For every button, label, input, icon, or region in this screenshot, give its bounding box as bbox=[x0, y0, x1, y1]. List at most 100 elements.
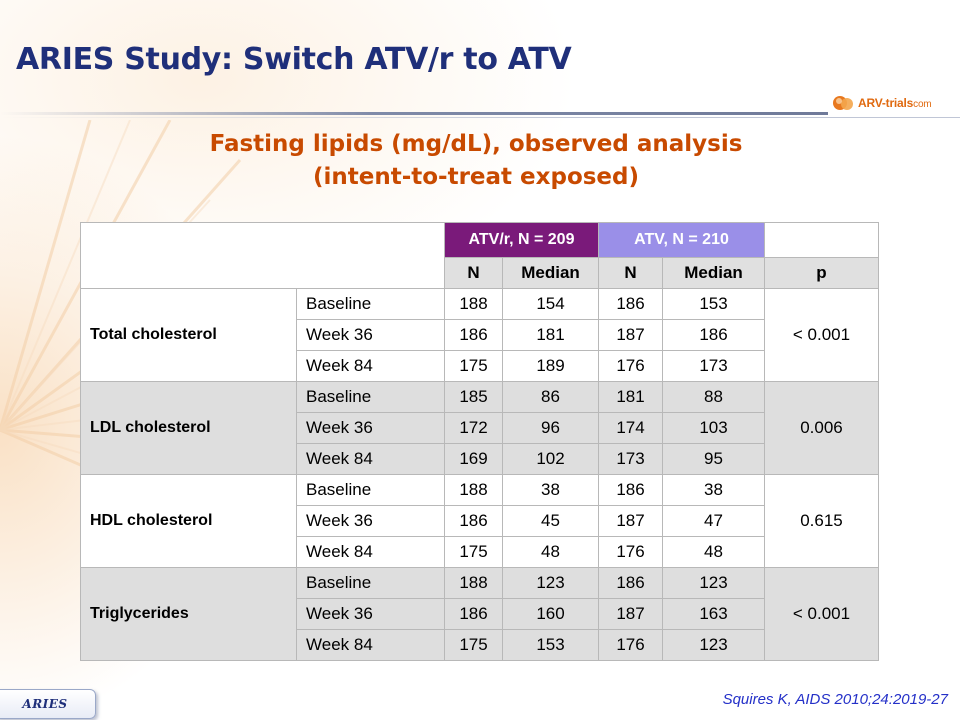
visit-cell: Baseline bbox=[296, 474, 445, 506]
logo-orb-icon bbox=[833, 96, 853, 110]
n-atvr-cell: 185 bbox=[444, 381, 503, 413]
median-atvr-cell: 181 bbox=[502, 319, 599, 351]
n-atv-cell: 173 bbox=[598, 443, 663, 475]
header-median-atvr: Median bbox=[502, 257, 599, 289]
table-caption: Fasting lipids (mg/dL), observed analysi… bbox=[0, 128, 952, 194]
table-row: HDL cholesterol Baseline 188 38 186 38 0… bbox=[80, 474, 879, 568]
n-atvr-cell: 175 bbox=[444, 629, 503, 661]
median-atv-cell: 38 bbox=[662, 474, 765, 506]
table-row: Week 84 175 48 176 48 bbox=[81, 536, 879, 568]
n-atv-cell: 187 bbox=[598, 319, 663, 351]
median-atv-cell: 163 bbox=[662, 598, 765, 630]
median-atvr-cell: 153 bbox=[502, 629, 599, 661]
title-divider bbox=[0, 112, 828, 115]
visit-cell: Week 36 bbox=[296, 412, 445, 444]
n-atvr-cell: 186 bbox=[444, 598, 503, 630]
n-atv-cell: 186 bbox=[598, 567, 663, 599]
n-atv-cell: 181 bbox=[598, 381, 663, 413]
group-label: LDL cholesterol bbox=[80, 381, 297, 475]
study-tab-label: ARIES bbox=[0, 689, 96, 719]
header-n-atv: N bbox=[598, 257, 663, 289]
median-atvr-cell: 96 bbox=[502, 412, 599, 444]
n-atv-cell: 174 bbox=[598, 412, 663, 444]
n-atvr-cell: 188 bbox=[444, 474, 503, 506]
header-n-atvr: N bbox=[444, 257, 503, 289]
table-row: Week 84 169 102 173 95 bbox=[81, 443, 879, 475]
group-label: Total cholesterol bbox=[80, 288, 297, 382]
table-row: LDL cholesterol Baseline 185 86 181 88 0… bbox=[80, 381, 879, 475]
median-atvr-cell: 123 bbox=[502, 567, 599, 599]
p-value-cell: < 0.001 bbox=[764, 288, 879, 382]
median-atv-cell: 153 bbox=[662, 288, 765, 320]
p-value-cell: < 0.001 bbox=[764, 567, 879, 661]
median-atvr-cell: 154 bbox=[502, 288, 599, 320]
logo-suffix: com bbox=[913, 99, 932, 110]
median-atv-cell: 123 bbox=[662, 629, 765, 661]
citation-reference: Squires K, AIDS 2010;24:2019-27 bbox=[722, 691, 948, 708]
table-row: Week 84 175 153 176 123 bbox=[81, 629, 879, 661]
n-atvr-cell: 169 bbox=[444, 443, 503, 475]
visit-cell: Week 84 bbox=[296, 629, 445, 661]
table-row: Total cholesterol Baseline 188 154 186 1… bbox=[80, 288, 879, 382]
title-divider-thin bbox=[0, 117, 960, 118]
median-atv-cell: 173 bbox=[662, 350, 765, 382]
table-row: Week 36 186 160 187 163 bbox=[81, 598, 879, 630]
visit-cell: Week 84 bbox=[296, 536, 445, 568]
p-value-cell: 0.006 bbox=[764, 381, 879, 475]
caption-line-1: Fasting lipids (mg/dL), observed analysi… bbox=[209, 131, 743, 157]
header-blank-cell bbox=[80, 222, 445, 289]
header-p-value: p bbox=[764, 257, 879, 289]
header-blank-p bbox=[764, 222, 879, 258]
p-value-cell: 0.615 bbox=[764, 474, 879, 568]
visit-cell: Week 84 bbox=[296, 350, 445, 382]
n-atv-cell: 186 bbox=[598, 474, 663, 506]
visit-cell: Baseline bbox=[296, 381, 445, 413]
arv-trials-logo: ARV-trialscom bbox=[832, 92, 932, 114]
n-atvr-cell: 172 bbox=[444, 412, 503, 444]
visit-cell: Week 36 bbox=[296, 598, 445, 630]
n-atv-cell: 176 bbox=[598, 536, 663, 568]
group-label: Triglycerides bbox=[80, 567, 297, 661]
n-atvr-cell: 188 bbox=[444, 288, 503, 320]
median-atvr-cell: 102 bbox=[502, 443, 599, 475]
n-atvr-cell: 175 bbox=[444, 536, 503, 568]
header-arm-atvr: ATV/r, N = 209 bbox=[444, 222, 599, 258]
table-row: Week 36 186 45 187 47 bbox=[81, 505, 879, 537]
median-atv-cell: 48 bbox=[662, 536, 765, 568]
median-atvr-cell: 189 bbox=[502, 350, 599, 382]
n-atvr-cell: 186 bbox=[444, 505, 503, 537]
n-atvr-cell: 186 bbox=[444, 319, 503, 351]
n-atvr-cell: 175 bbox=[444, 350, 503, 382]
n-atv-cell: 187 bbox=[598, 598, 663, 630]
visit-cell: Week 36 bbox=[296, 319, 445, 351]
n-atv-cell: 187 bbox=[598, 505, 663, 537]
visit-cell: Baseline bbox=[296, 288, 445, 320]
median-atvr-cell: 48 bbox=[502, 536, 599, 568]
median-atvr-cell: 86 bbox=[502, 381, 599, 413]
median-atvr-cell: 38 bbox=[502, 474, 599, 506]
group-label: HDL cholesterol bbox=[80, 474, 297, 568]
median-atvr-cell: 45 bbox=[502, 505, 599, 537]
median-atvr-cell: 160 bbox=[502, 598, 599, 630]
n-atvr-cell: 188 bbox=[444, 567, 503, 599]
median-atv-cell: 95 bbox=[662, 443, 765, 475]
logo-text: ARV-trials bbox=[858, 96, 914, 110]
n-atv-cell: 176 bbox=[598, 350, 663, 382]
header-arm-atv: ATV, N = 210 bbox=[598, 222, 765, 258]
n-atv-cell: 176 bbox=[598, 629, 663, 661]
median-atv-cell: 88 bbox=[662, 381, 765, 413]
lipids-table: ATV/r, N = 209 ATV, N = 210 N Median N M… bbox=[80, 222, 879, 661]
visit-cell: Week 84 bbox=[296, 443, 445, 475]
caption-line-2: (intent-to-treat exposed) bbox=[312, 164, 640, 190]
median-atv-cell: 47 bbox=[662, 505, 765, 537]
slide-title: ARIES Study: Switch ATV/r to ATV bbox=[16, 42, 572, 77]
median-atv-cell: 103 bbox=[662, 412, 765, 444]
median-atv-cell: 186 bbox=[662, 319, 765, 351]
visit-cell: Baseline bbox=[296, 567, 445, 599]
table-row: Triglycerides Baseline 188 123 186 123 <… bbox=[80, 567, 879, 661]
table-row: Week 36 186 181 187 186 bbox=[81, 319, 879, 351]
header-median-atv: Median bbox=[662, 257, 765, 289]
median-atv-cell: 123 bbox=[662, 567, 765, 599]
n-atv-cell: 186 bbox=[598, 288, 663, 320]
visit-cell: Week 36 bbox=[296, 505, 445, 537]
